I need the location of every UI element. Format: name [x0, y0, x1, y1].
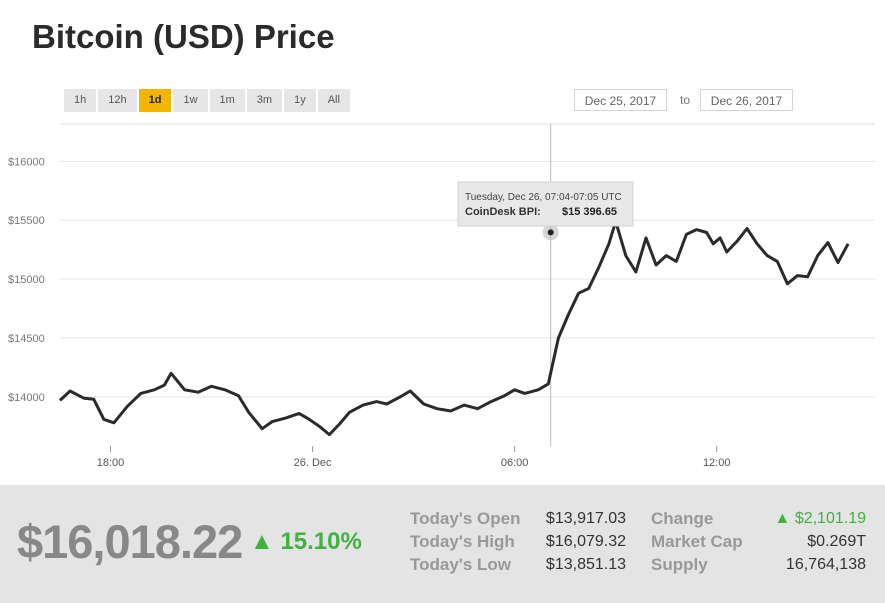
range-button-12h[interactable]: 12h — [98, 89, 137, 112]
x-tick-label: 26. Dec — [294, 457, 332, 469]
y-tick-label: $14000 — [8, 392, 45, 404]
change-amount: $2,101.19 — [794, 510, 866, 527]
price-chart[interactable]: $14000 $14500 $15000 $15500 $16000 18:00 26. D… — [0, 118, 885, 478]
x-tick-label: 12:00 — [703, 457, 731, 469]
date-from-input[interactable]: Dec 25, 2017 — [574, 89, 667, 111]
stat-value-market-cap: $0.269T — [807, 533, 866, 550]
range-button-1h[interactable]: 1h — [64, 89, 97, 112]
tooltip-box — [457, 181, 634, 227]
range-button-1m[interactable]: 1m — [209, 89, 245, 112]
stat-label-market-cap: Market Cap — [651, 532, 743, 551]
page-title: Bitcoin (USD) Price — [32, 18, 335, 55]
y-tick-label: $15000 — [8, 274, 45, 286]
x-tick-label: 06:00 — [501, 457, 529, 469]
stat-value-change: ▲ $2,101.19 — [775, 510, 866, 528]
stat-value-supply: 16,764,138 — [785, 556, 866, 573]
stat-label-low: Today's Low — [410, 555, 512, 574]
current-price: $16,018.22 — [17, 515, 243, 568]
range-selector: 1h 12h 1d 1w 1m 3m 1y All — [64, 89, 352, 112]
tooltip: Tuesday, Dec 26, 07:04-07:05 UTC CoinDesk… — [457, 181, 634, 227]
tooltip-label: CoinDesk BPI: — [465, 206, 541, 218]
stat-value-low: $13,851.13 — [545, 556, 626, 573]
range-button-1w[interactable]: 1w — [173, 89, 208, 112]
x-tick-label: 18:00 — [97, 457, 125, 469]
y-tick-label: $14500 — [8, 333, 45, 345]
change-arrow-icon: ▲ — [774, 510, 791, 527]
change-percent-value: 15.10% — [280, 528, 362, 555]
price-series-line — [58, 219, 850, 437]
up-arrow-icon: ▲ — [250, 528, 274, 555]
stat-label-open: Today's Open — [410, 509, 521, 528]
range-button-1d[interactable]: 1d — [138, 89, 172, 112]
summary-panel — [0, 485, 885, 603]
range-button-3m[interactable]: 3m — [246, 89, 283, 112]
stat-label-supply: Supply — [651, 555, 708, 574]
tooltip-value: $15 396.65 — [562, 206, 617, 218]
tooltip-time: Tuesday, Dec 26, 07:04-07:05 UTC — [465, 192, 622, 203]
stat-value-open: $13,917.03 — [545, 510, 626, 527]
highlight-point — [547, 229, 554, 236]
change-percent: ▲ 15.10% — [250, 528, 362, 556]
date-to-label: to — [680, 93, 691, 107]
stat-label-change: Change — [651, 509, 714, 528]
y-tick-label: $15500 — [8, 215, 45, 227]
range-button-1y[interactable]: 1y — [284, 89, 316, 112]
stat-value-high: $16,079.32 — [545, 533, 626, 550]
y-tick-label: $16000 — [8, 156, 45, 168]
range-button-all[interactable]: All — [317, 89, 350, 112]
stat-label-high: Today's High — [410, 532, 515, 551]
date-to-input[interactable]: Dec 26, 2017 — [700, 89, 793, 111]
